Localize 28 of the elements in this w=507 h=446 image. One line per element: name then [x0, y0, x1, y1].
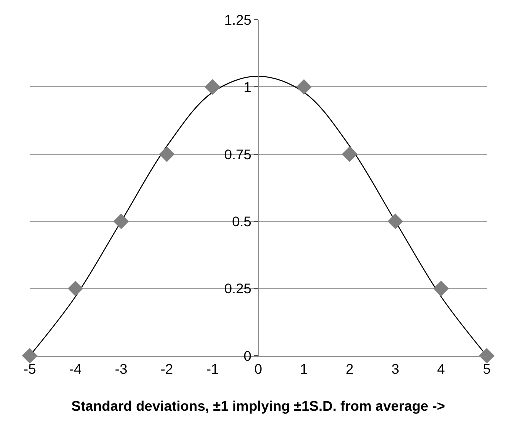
y-tick-label: 0 [244, 348, 252, 364]
point [159, 146, 175, 162]
point [434, 281, 450, 297]
x-tick-label: 4 [437, 360, 446, 377]
x-tick-label: -5 [24, 360, 36, 377]
x-tick-label: 3 [392, 360, 400, 377]
point [388, 214, 404, 230]
point [22, 348, 38, 364]
x-tick-label: -2 [160, 360, 174, 377]
y-tick-label: 1 [244, 79, 252, 96]
x-tick-label: -4 [69, 360, 82, 377]
point [205, 79, 221, 95]
x-tick-label: 5 [483, 360, 492, 377]
point [296, 79, 312, 95]
x-axis-title: Standard deviations, ±1 implying ±1S.D. from average -> [72, 398, 446, 414]
x-tick-label: 0 [254, 360, 263, 377]
y-tick-label: 0.75 [224, 146, 252, 162]
x-tick-label: 2 [346, 360, 354, 377]
x-tick-label: -3 [115, 360, 128, 377]
point [342, 146, 358, 162]
point [114, 214, 130, 230]
y-tick-label: 0.25 [224, 280, 252, 297]
point [479, 348, 495, 364]
point [68, 281, 84, 297]
y-tick-label: 0.5 [232, 214, 252, 230]
x-tick-label: 1 [300, 360, 308, 377]
y-tick-label: 1.25 [224, 12, 252, 28]
x-tick-label: -1 [206, 360, 220, 377]
